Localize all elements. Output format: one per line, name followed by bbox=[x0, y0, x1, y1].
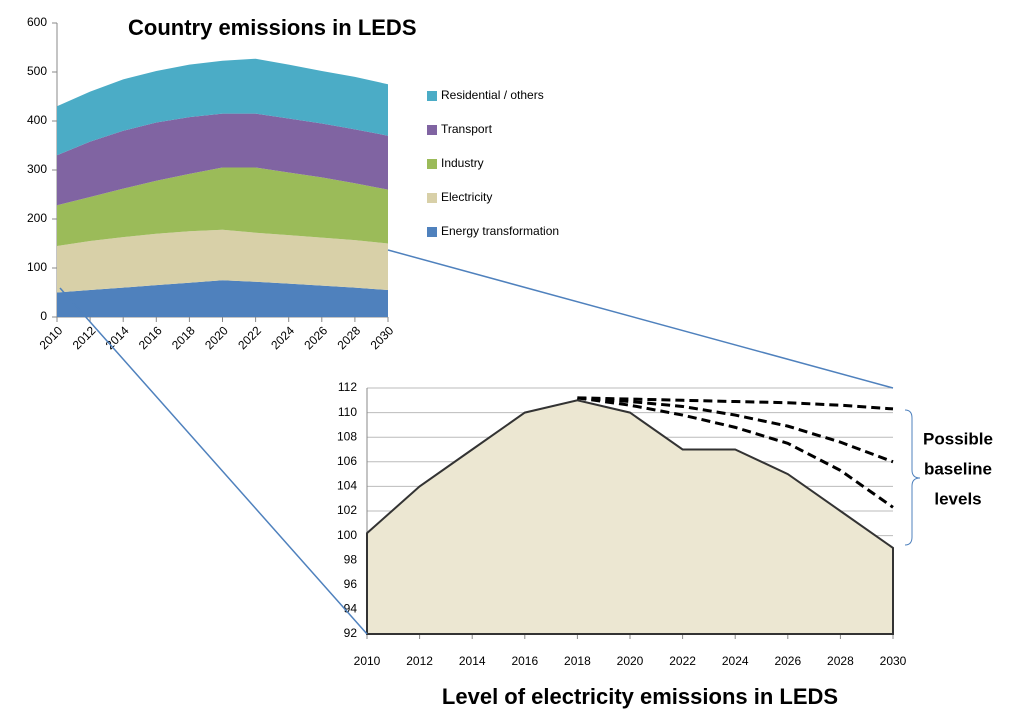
area bbox=[57, 113, 388, 206]
x-tick-label: 2010 bbox=[37, 323, 66, 352]
legend-label: Industry bbox=[441, 156, 484, 170]
y-tick-label: 200 bbox=[27, 211, 47, 225]
x-tick-label: 2022 bbox=[669, 654, 696, 668]
x-tick-label: 2018 bbox=[169, 323, 198, 352]
y-tick-label: 0 bbox=[40, 309, 47, 323]
x-tick-label: 2026 bbox=[774, 654, 801, 668]
x-tick-label: 2024 bbox=[722, 654, 749, 668]
zoom-line bbox=[59, 287, 368, 635]
x-tick-label: 2026 bbox=[301, 323, 330, 352]
x-tick-label: 2020 bbox=[202, 323, 231, 352]
baseline-line bbox=[577, 396, 894, 411]
legend-swatch bbox=[427, 227, 437, 237]
x-tick-label: 2024 bbox=[268, 323, 297, 352]
y-tick-label: 104 bbox=[337, 479, 357, 493]
x-tick-label: 2012 bbox=[406, 654, 433, 668]
y-tick-label: 96 bbox=[344, 577, 358, 591]
y-tick-label: 112 bbox=[338, 380, 357, 394]
legend-swatch bbox=[427, 125, 437, 135]
annotation: baseline bbox=[924, 459, 992, 478]
x-tick-label: 2014 bbox=[103, 323, 132, 352]
x-tick-label: 2016 bbox=[136, 323, 165, 352]
legend-label: Electricity bbox=[441, 190, 492, 204]
chart-title: Country emissions in LEDS bbox=[128, 15, 417, 40]
y-tick-label: 92 bbox=[344, 626, 358, 640]
legend-label: Energy transformation bbox=[441, 224, 559, 238]
x-tick-label: 2018 bbox=[564, 654, 591, 668]
legend-label: Transport bbox=[441, 122, 493, 136]
x-tick-label: 2030 bbox=[880, 654, 907, 668]
legend-swatch bbox=[427, 159, 437, 169]
x-tick-label: 2010 bbox=[354, 654, 381, 668]
baseline-line bbox=[577, 396, 894, 509]
y-tick-label: 94 bbox=[344, 602, 358, 616]
x-tick-label: 2020 bbox=[617, 654, 644, 668]
y-tick-label: 108 bbox=[337, 429, 357, 443]
annotation: levels bbox=[934, 489, 981, 508]
chart-title: Level of electricity emissions in LEDS bbox=[442, 684, 838, 709]
legend-swatch bbox=[427, 91, 437, 101]
y-tick-label: 400 bbox=[27, 113, 47, 127]
baseline-line bbox=[577, 396, 894, 464]
area bbox=[57, 229, 388, 293]
x-tick-label: 2016 bbox=[511, 654, 538, 668]
y-tick-label: 100 bbox=[27, 260, 47, 274]
y-tick-label: 500 bbox=[27, 64, 47, 78]
y-tick-label: 98 bbox=[344, 552, 358, 566]
y-tick-label: 100 bbox=[337, 528, 357, 542]
y-tick-label: 102 bbox=[337, 503, 357, 517]
x-tick-label: 2028 bbox=[827, 654, 854, 668]
x-tick-label: 2014 bbox=[459, 654, 486, 668]
y-tick-label: 300 bbox=[27, 162, 47, 176]
y-tick-label: 106 bbox=[337, 454, 357, 468]
area bbox=[57, 58, 388, 156]
area bbox=[57, 280, 388, 317]
legend-swatch bbox=[427, 193, 437, 203]
x-tick-label: 2022 bbox=[235, 323, 264, 352]
area bbox=[366, 399, 894, 635]
x-tick-label: 2030 bbox=[368, 323, 397, 352]
zoom-line bbox=[387, 249, 894, 389]
annotation: Possible bbox=[923, 429, 993, 448]
area bbox=[57, 167, 388, 246]
legend-label: Residential / others bbox=[441, 88, 544, 102]
x-tick-label: 2028 bbox=[334, 323, 363, 352]
bracket bbox=[904, 409, 921, 546]
y-tick-label: 110 bbox=[338, 405, 357, 419]
y-tick-label: 600 bbox=[27, 15, 47, 29]
